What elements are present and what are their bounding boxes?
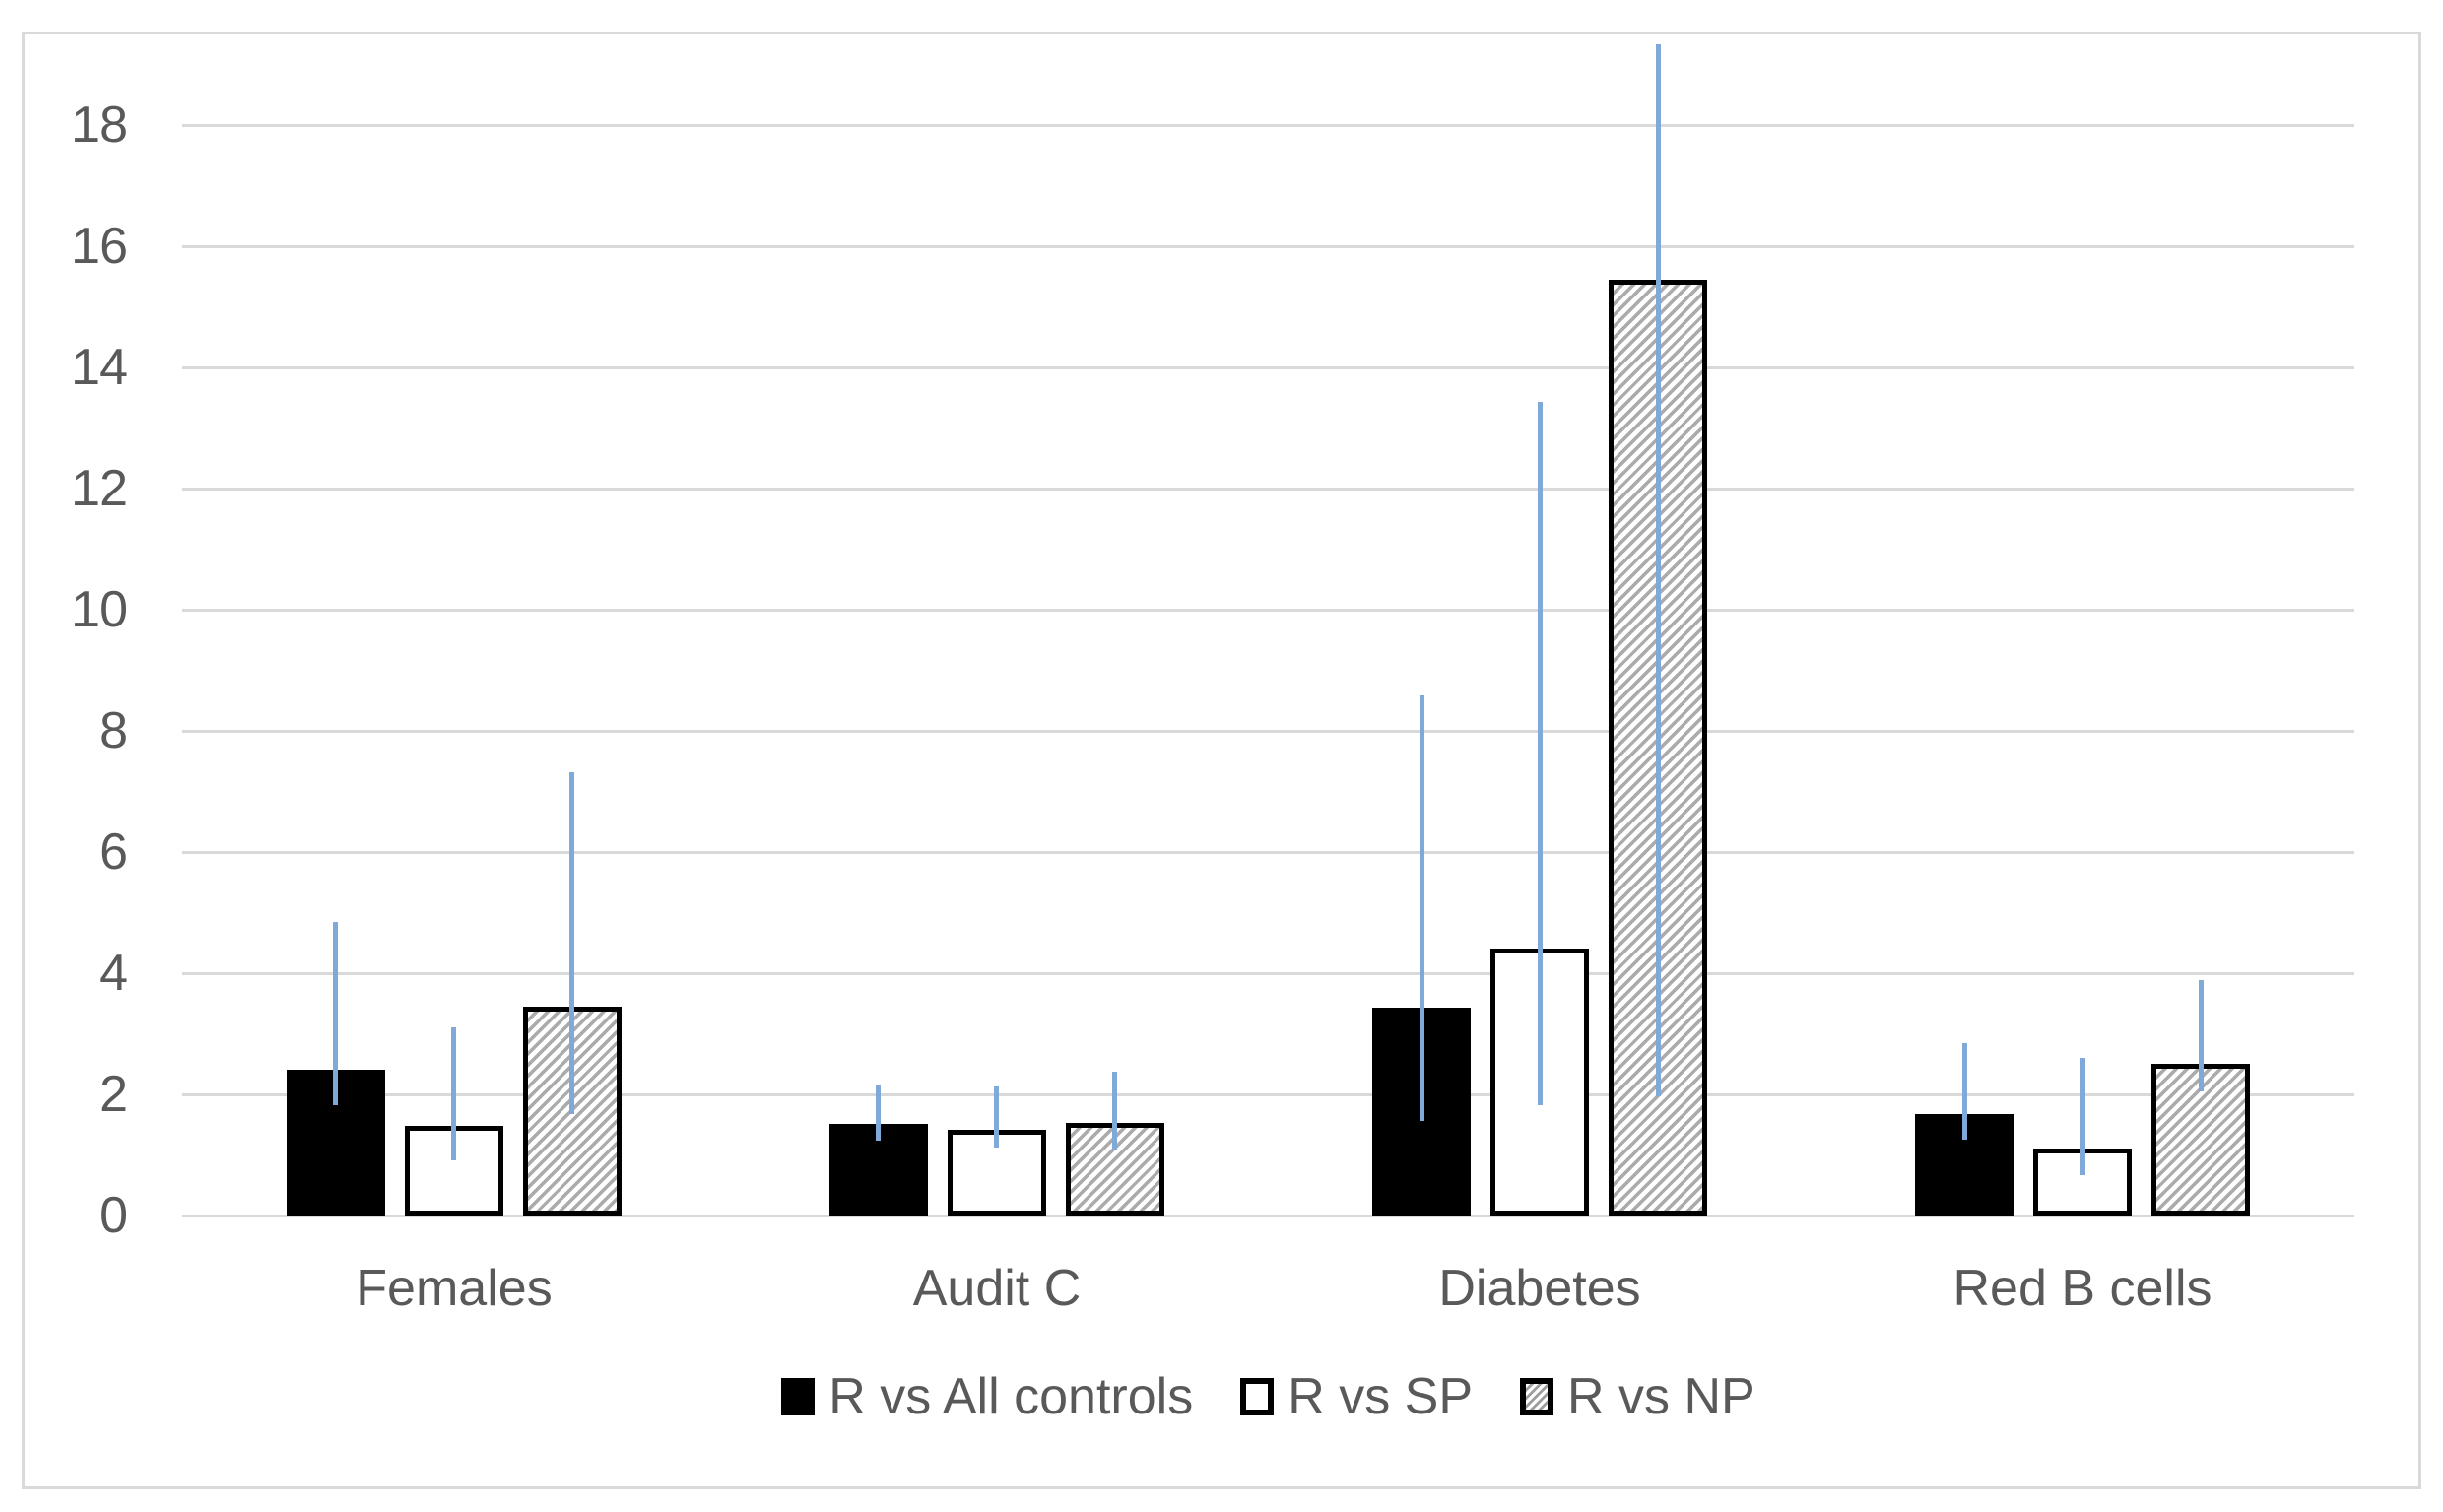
error-bar-solid-black-diabetes: [1420, 695, 1424, 1121]
legend-marker-diagonal-hatch-icon: [1520, 1378, 1554, 1415]
error-bar-solid-black-females: [333, 922, 338, 1105]
gridline-14: [182, 366, 2354, 369]
gridline-18: [182, 124, 2354, 127]
error-bar-solid-black-red-b-cells: [1962, 1043, 1967, 1140]
legend: R vs All controls R vs SP R vs NP: [182, 1367, 2354, 1426]
legend-label: R vs SP: [1288, 1368, 1474, 1425]
error-bar-solid-black-audit-c: [876, 1085, 881, 1141]
gridline-6: [182, 851, 2354, 854]
gridline-10: [182, 609, 2354, 612]
x-category-label-females: Females: [356, 1260, 553, 1317]
gridline-4: [182, 972, 2354, 975]
gridline-0: [182, 1215, 2354, 1217]
legend-item-solid-black: R vs All controls: [781, 1367, 1193, 1426]
error-bar-diagonal-hatch-red-b-cells: [2199, 980, 2204, 1091]
y-tick-label-0: 0: [99, 1187, 128, 1244]
y-tick-label-12: 12: [71, 460, 128, 517]
y-tick-label-4: 4: [99, 945, 128, 1002]
x-category-label-red-b-cells: Red B cells: [1952, 1260, 2212, 1317]
plot-area: [182, 39, 2354, 1217]
y-tick-label-14: 14: [71, 339, 128, 396]
error-bar-diagonal-hatch-females: [569, 772, 574, 1114]
x-category-label-diabetes: Diabetes: [1438, 1260, 1641, 1317]
x-category-label-audit-c: Audit C: [912, 1260, 1082, 1317]
legend-label: R vs NP: [1567, 1368, 1755, 1425]
legend-item-diagonal-hatch: R vs NP: [1520, 1367, 1755, 1426]
y-tick-label-8: 8: [99, 702, 128, 759]
y-tick-label-18: 18: [71, 97, 128, 154]
y-tick-label-16: 16: [71, 218, 128, 275]
error-bar-white-outline-diabetes: [1538, 402, 1543, 1105]
error-bar-white-outline-females: [451, 1027, 456, 1160]
gridline-16: [182, 245, 2354, 248]
y-tick-label-2: 2: [99, 1066, 128, 1123]
error-bar-diagonal-hatch-diabetes: [1656, 44, 1661, 1096]
legend-marker-solid-black-icon: [781, 1378, 816, 1415]
y-tick-label-6: 6: [99, 823, 128, 881]
error-bar-white-outline-red-b-cells: [2080, 1058, 2085, 1175]
gridline-2: [182, 1093, 2354, 1096]
error-bar-white-outline-audit-c: [994, 1086, 999, 1148]
gridline-8: [182, 730, 2354, 733]
legend-label: R vs All controls: [828, 1368, 1194, 1425]
gridline-12: [182, 488, 2354, 491]
error-bar-diagonal-hatch-audit-c: [1112, 1072, 1117, 1150]
chart-frame: [22, 32, 2421, 1489]
legend-marker-white-outline-icon: [1240, 1378, 1275, 1415]
y-tick-label-10: 10: [71, 581, 128, 638]
x-axis-labels: Females Audit C Diabetes Red B cells: [182, 1259, 2354, 1328]
legend-item-white-outline: R vs SP: [1240, 1367, 1473, 1426]
